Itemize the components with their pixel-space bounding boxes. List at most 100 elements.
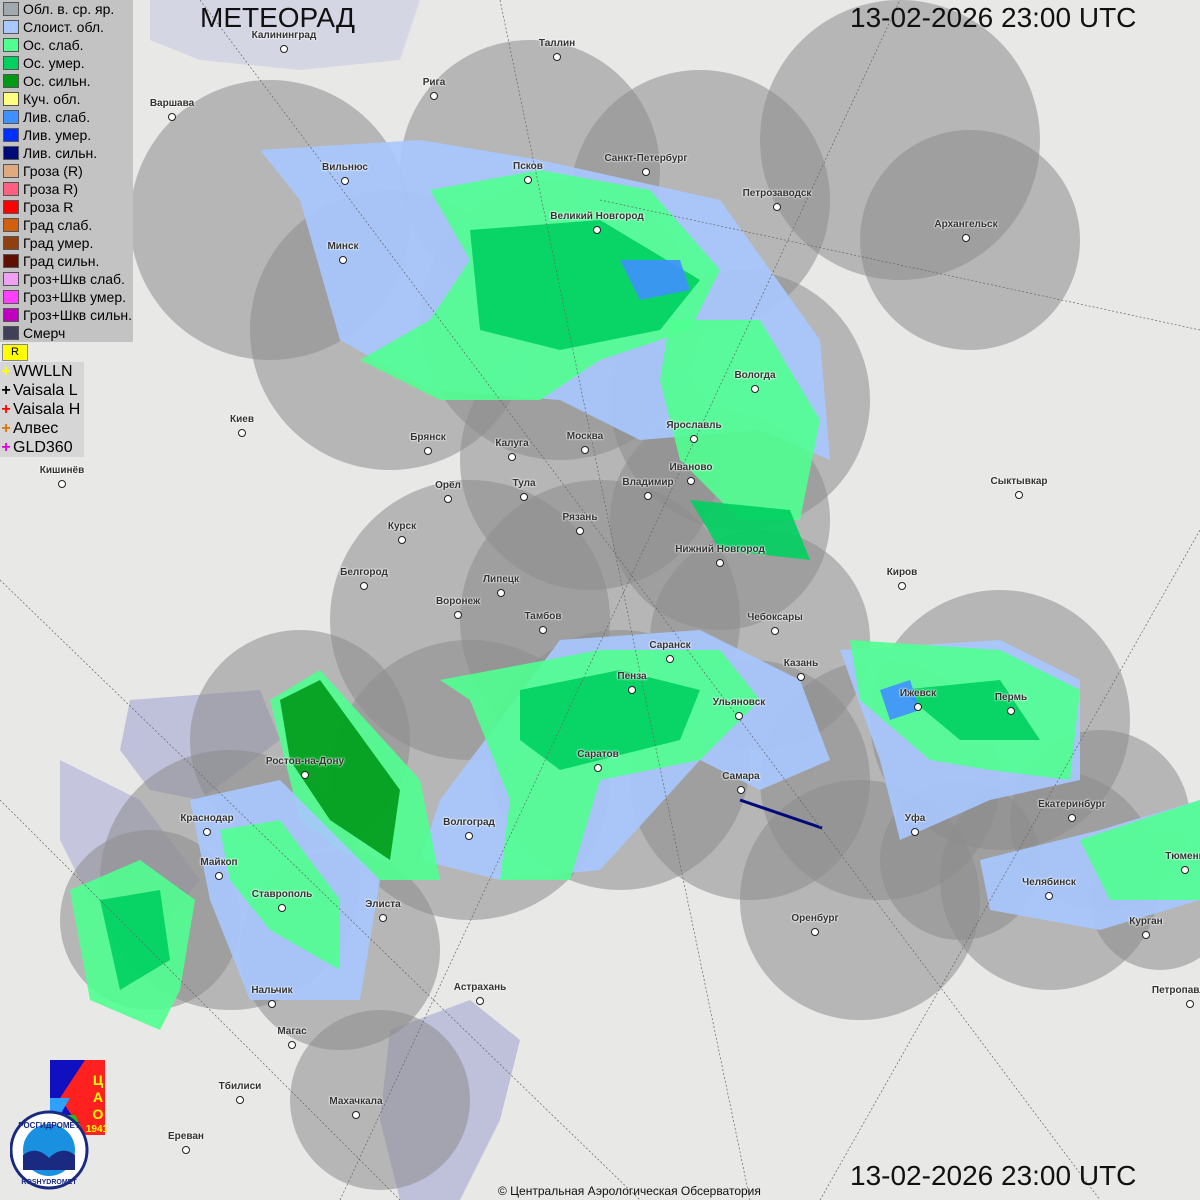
city-label: Липецк — [483, 574, 519, 585]
city-marker — [168, 113, 176, 121]
legend-swatch — [3, 290, 19, 304]
city-label: Москва — [566, 431, 604, 442]
timestamp-bottom: 13-02-2026 23:00 UTC — [850, 1160, 1137, 1191]
city-marker — [524, 176, 532, 184]
city-marker — [341, 177, 349, 185]
city-label: Брянск — [410, 432, 446, 443]
precip-area — [880, 680, 920, 720]
legend-label: Смерч — [23, 325, 66, 341]
city-label: Тюмень — [1165, 851, 1200, 862]
precip-area — [1080, 800, 1200, 900]
city-label: Тула — [512, 478, 536, 489]
city-label: Сыктывкар — [990, 476, 1048, 487]
city-label: Владимир — [622, 477, 674, 488]
city-label: Варшава — [149, 98, 195, 109]
legend-swatch — [3, 218, 19, 232]
svg-text:Ц: Ц — [93, 1072, 104, 1088]
legend-swatch — [3, 200, 19, 214]
legend-swatch — [3, 308, 19, 322]
legend-item: Град слаб. — [0, 216, 133, 234]
city-label: Пермь — [994, 692, 1028, 703]
city-marker — [773, 203, 781, 211]
city-label: Кишинёв — [39, 465, 85, 476]
cross-icon: + — [1, 400, 11, 418]
city-label: Самара — [722, 771, 760, 782]
legend-label: Ос. умер. — [23, 55, 85, 71]
city-marker — [379, 914, 387, 922]
svg-text:ROSHYDROMET: ROSHYDROMET — [21, 1179, 77, 1186]
city-label: Ижевск — [899, 688, 937, 699]
city-label: Ульяновск — [712, 697, 766, 708]
city-marker — [1015, 491, 1023, 499]
city-marker — [454, 611, 462, 619]
city-marker — [771, 627, 779, 635]
legend-item: Лив. слаб. — [0, 108, 133, 126]
legend-label: Град слаб. — [23, 217, 93, 233]
legend-swatch — [3, 182, 19, 196]
city-label: Курган — [1129, 916, 1163, 927]
cross-icon: + — [1, 419, 11, 437]
city-marker — [444, 495, 452, 503]
city-label: Иваново — [669, 462, 713, 473]
city-label: Пенза — [617, 671, 647, 682]
city-label: Рязань — [562, 512, 598, 523]
legend-label: Гроза R) — [23, 181, 79, 197]
city-marker — [360, 582, 368, 590]
legend-label: Гроза R — [23, 199, 74, 215]
city-label: Ростов-на-Дону — [265, 756, 345, 767]
legend-item: Куч. обл. — [0, 90, 133, 108]
lightning-item: + Vaisala H — [0, 400, 80, 419]
app-title: МЕТЕОРАД — [200, 2, 355, 33]
precipitation-legend: Обл. в. ср. яр. Слоист. обл. Ос. слаб. Ос. … — [0, 0, 133, 342]
city-label: Калуга — [495, 438, 529, 449]
city-label: Казань — [783, 658, 819, 669]
city-marker — [288, 1041, 296, 1049]
legend-label: Гроз+Шкв слаб. — [23, 271, 125, 287]
city-marker — [352, 1111, 360, 1119]
city-label: Киров — [886, 567, 918, 578]
legend-swatch — [3, 128, 19, 142]
city-marker — [58, 480, 66, 488]
legend-swatch — [3, 146, 19, 160]
city-marker — [339, 256, 347, 264]
precip-area — [900, 680, 1040, 740]
legend-item: Гроза (R) — [0, 162, 133, 180]
legend-label: Лив. умер. — [23, 127, 92, 143]
legend-swatch — [3, 74, 19, 88]
city-marker — [520, 493, 528, 501]
city-marker — [476, 997, 484, 1005]
lightning-label: Алвес — [13, 419, 59, 437]
legend-swatch — [3, 110, 19, 124]
lightning-item: + GLD360 — [0, 438, 80, 457]
precip-area — [660, 320, 820, 520]
city-marker — [666, 655, 674, 663]
legend-item: Ос. умер. — [0, 54, 133, 72]
flag-toggle[interactable]: R — [2, 344, 28, 361]
legend-item: Град сильн. — [0, 252, 133, 270]
city-label: Рига — [422, 77, 446, 88]
cross-icon: + — [1, 381, 11, 399]
city-marker — [1068, 814, 1076, 822]
city-marker — [962, 234, 970, 242]
city-marker — [1045, 892, 1053, 900]
city-label: Вильнюс — [322, 162, 368, 173]
city-label: Санкт-Петербург — [604, 153, 688, 164]
svg-text:А: А — [93, 1089, 103, 1105]
city-marker — [238, 429, 246, 437]
legend-item: Гроз+Шкв умер. — [0, 288, 133, 306]
city-label: Киев — [230, 414, 254, 425]
city-label: Курск — [387, 521, 417, 532]
legend-swatch — [3, 20, 19, 34]
legend-item: Гроза R) — [0, 180, 133, 198]
city-label: Калининград — [251, 30, 317, 41]
city-label: Петрозаводск — [742, 188, 812, 199]
legend-swatch — [3, 92, 19, 106]
city-marker — [1007, 707, 1015, 715]
city-marker — [465, 832, 473, 840]
city-marker — [594, 764, 602, 772]
lightning-legend: + WWLLN + Vaisala L + Vaisala H + Алвес + GLD360 — [0, 362, 85, 457]
city-label: Белгород — [340, 567, 388, 578]
lightning-item: + Vaisala L — [0, 381, 80, 400]
city-label: Челябинск — [1022, 877, 1076, 888]
